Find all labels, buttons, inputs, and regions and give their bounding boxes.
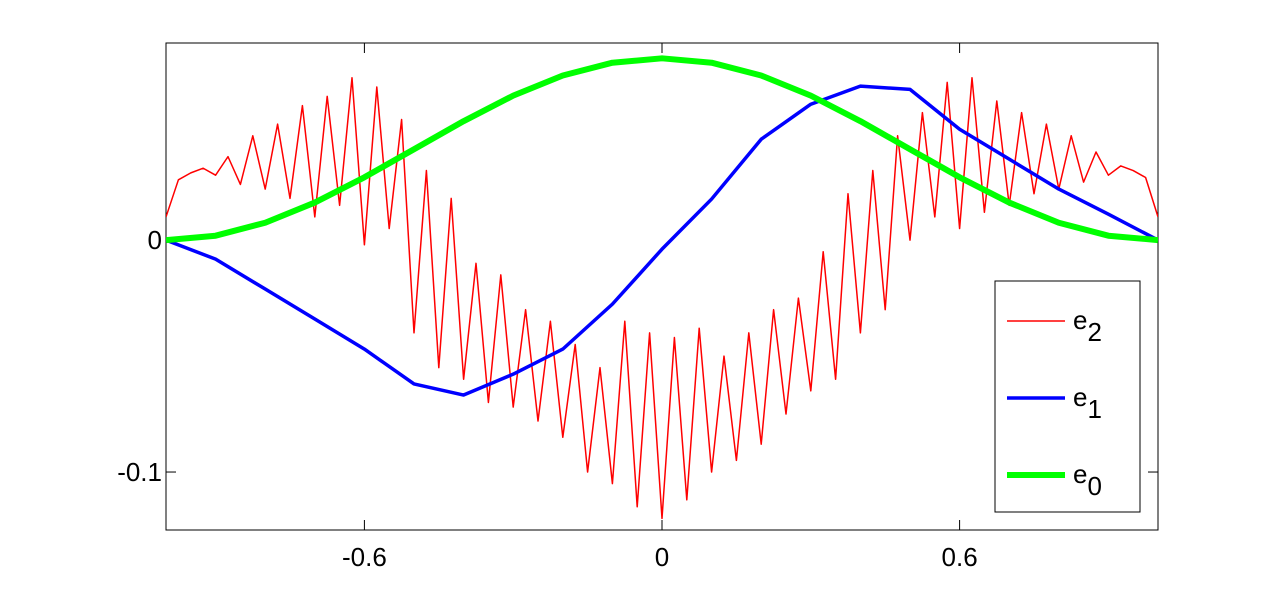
legend-label: e2 — [1073, 305, 1102, 347]
y-tick-label: -0.1 — [117, 457, 162, 487]
legend-label: e0 — [1073, 459, 1102, 501]
x-tick-label: 0.6 — [942, 542, 978, 572]
plot-area — [165, 42, 1159, 531]
y-tick-label: 0 — [148, 225, 162, 255]
series-line — [166, 55, 1158, 244]
series-line — [166, 77, 1158, 520]
legend-label: e1 — [1073, 382, 1102, 424]
x-tick-label: -0.6 — [342, 542, 387, 572]
series-line — [166, 84, 1158, 397]
x-tick-label: 0 — [655, 542, 669, 572]
